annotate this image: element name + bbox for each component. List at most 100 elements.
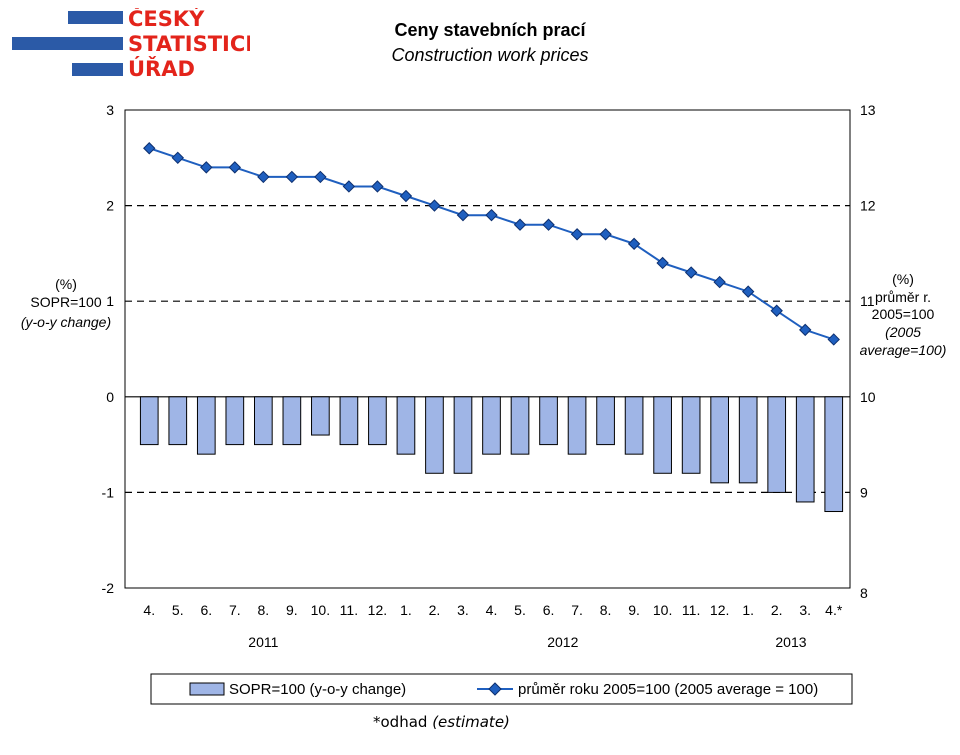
line-point [399,189,413,203]
category-label: 10. [311,602,330,618]
logo-line-1: ČESKÝ [128,8,205,31]
line-point [228,161,242,174]
category-label: 2. [771,602,783,618]
plot-area [124,109,851,589]
right-tick-label: 13 [860,102,876,118]
category-label: 9. [286,602,298,618]
line-point [713,275,726,289]
category-label: 1. [400,602,412,618]
line-point [143,142,156,155]
left-tick-label: 0 [106,389,114,405]
category-label: 12. [710,602,729,618]
category-label: 4.* [825,602,843,618]
bar [453,396,473,474]
legend-label-line: průměr roku 2005=100 (2005 average = 100… [518,681,818,698]
year-label: 2012 [547,634,578,650]
chart-title: Ceny stavebních prací [394,20,586,40]
category-label: 9. [628,602,640,618]
left-axis-title-line: (%) [55,276,77,292]
bar [368,396,387,446]
bar-series [139,396,844,513]
line-point [171,151,184,165]
footnote: *odhad (estimate) [373,713,510,731]
category-label: 4. [143,602,155,618]
bar [567,396,587,455]
bar [824,396,844,513]
czso-logo: ČESKÝ STATISTICKÝ ÚŘAD [12,8,250,80]
logo-bar [12,37,123,50]
bar [596,396,615,446]
chart-subtitle: Construction work prices [391,45,589,65]
bar [482,396,501,455]
line-point [770,304,783,317]
category-ticks: 4. 5. 6. 7. 8. 9. 10. 11. 12. 1. 2. 3. 4. 5. 6. 7. 8. 9. 1… [143,602,842,618]
bar [311,396,330,436]
line-point [627,237,641,251]
right-axis-title-line: (2005 [885,324,921,340]
line-point [371,180,384,193]
category-label: 1. [742,602,754,618]
category-label: 7. [229,602,241,618]
bar [339,396,359,446]
category-label: 5. [514,602,526,618]
bar [738,396,758,484]
logo-bar [68,11,123,24]
category-label: 8. [257,602,269,618]
bar [168,396,188,446]
line-point [513,218,527,231]
left-tick-label: 1 [106,293,114,309]
right-axis-title-line: průměr r. [875,289,931,305]
year-label: 2013 [775,634,806,650]
line-point [542,218,555,231]
right-tick-label: 12 [860,198,876,214]
year-labels: 2011 2012 2013 [248,634,806,650]
bar [282,396,302,446]
footnote-text: *odhad [373,713,433,731]
line-point [314,170,327,184]
bar [425,396,444,474]
logo-line-2: STATISTICKÝ [128,31,250,56]
legend: SOPR=100 (y-o-y change) průměr roku 2005… [150,673,853,705]
line-point [741,285,755,298]
line-point [485,208,498,222]
left-tick-label: -1 [102,484,115,500]
bar [225,396,245,446]
left-axis-title: (%) SOPR=100 (y-o-y change) [21,276,111,330]
gridlines [125,205,850,493]
category-label: 7. [571,602,583,618]
left-tick-label: -2 [102,580,115,596]
line-point [428,199,441,212]
right-axis-ticks: 13 12 11 10 9 8 [860,102,876,601]
category-label: 10. [653,602,672,618]
right-axis-title-line: 2005=100 [872,306,935,322]
right-tick-label: 8 [860,585,868,601]
left-axis-title-line: (y-o-y change) [21,314,111,330]
left-tick-label: 3 [106,102,114,118]
category-label: 11. [340,602,358,618]
line-point [799,323,812,337]
category-label: 3. [457,602,469,618]
series-line [148,147,835,341]
right-tick-label: 9 [860,484,868,500]
bar [710,396,730,484]
bar [253,396,273,446]
year-label: 2011 [248,634,278,650]
legend-label-bars: SOPR=100 (y-o-y change) [229,681,406,698]
left-tick-label: 2 [106,198,114,214]
bar [795,396,815,503]
line-point [827,333,840,346]
left-axis-ticks: 3 2 1 0 -1 -2 [102,102,115,596]
legend-bar-swatch [189,682,225,696]
right-axis-title-line: average=100) [860,342,947,358]
category-label: 3. [799,602,811,618]
logo-bar [72,63,123,76]
line-point [599,228,612,241]
bar [510,396,530,455]
line-series [143,142,840,346]
category-label: 12. [368,602,387,618]
bar [139,396,159,446]
right-axis-title: (%) průměr r. 2005=100 (2005 average=100… [860,271,947,358]
category-label: 2. [429,602,441,618]
line-point [656,256,669,270]
